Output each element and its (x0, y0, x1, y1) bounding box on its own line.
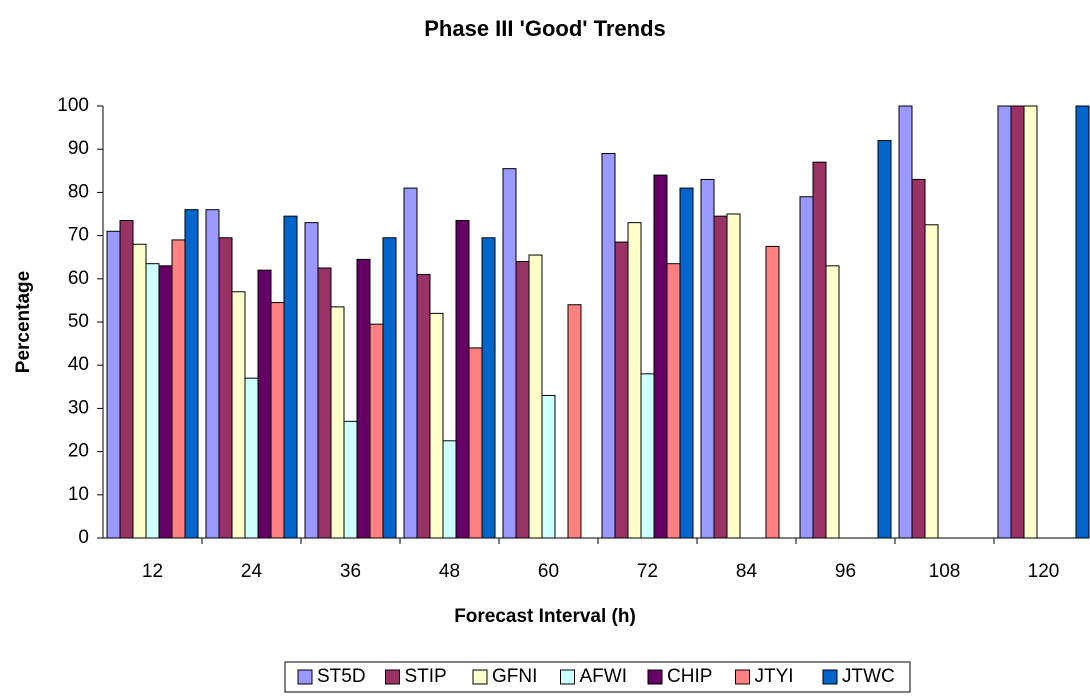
bar (825, 265, 840, 539)
bar (997, 105, 1012, 539)
legend-swatch (735, 669, 750, 685)
x-tick-label: 24 (241, 561, 263, 582)
legend-label: CHIP (667, 666, 712, 687)
legend-swatch (822, 669, 838, 685)
bar (257, 269, 272, 539)
bar (132, 243, 147, 539)
y-tick-label: 100 (57, 95, 89, 116)
y-tick-label: 0 (78, 527, 89, 548)
bar (403, 187, 418, 539)
bar (515, 261, 530, 539)
y-tick-label: 40 (68, 354, 89, 375)
bar (898, 105, 913, 539)
x-tick-label: 36 (340, 561, 361, 582)
bar (726, 213, 741, 539)
legend-swatch (385, 669, 400, 685)
bar (369, 323, 384, 539)
legend-label: JTYI (755, 666, 794, 687)
bar (356, 258, 371, 539)
bar (653, 174, 668, 539)
x-tick-label: 72 (637, 561, 658, 582)
y-tick-label: 50 (68, 311, 89, 332)
bar (481, 237, 496, 539)
bar (924, 224, 939, 539)
legend-label: JTWC (842, 666, 895, 687)
bar (812, 161, 827, 539)
x-tick-label: 12 (142, 561, 163, 582)
bar (283, 215, 298, 539)
bar (468, 347, 483, 539)
bar (541, 394, 556, 539)
y-tick-label: 70 (68, 225, 89, 246)
bar (502, 168, 517, 539)
bar (317, 267, 332, 539)
bar (205, 209, 220, 539)
bar (666, 263, 681, 539)
bar (184, 209, 199, 539)
bar (382, 237, 397, 539)
bar (416, 273, 431, 539)
legend-swatch (472, 669, 488, 685)
legend-swatch (297, 669, 313, 685)
bar (877, 140, 892, 539)
bar (679, 187, 694, 539)
bar (911, 178, 926, 539)
bar (614, 241, 629, 539)
bar (765, 245, 780, 539)
bar (455, 219, 470, 539)
bar (700, 178, 715, 539)
y-tick-label: 20 (68, 441, 89, 462)
legend-label: AFWI (580, 666, 628, 687)
y-tick-label: 80 (68, 181, 89, 202)
bar (799, 196, 814, 539)
bar (1023, 105, 1038, 539)
x-tick-label: 96 (835, 561, 856, 582)
bar (442, 440, 457, 539)
chart-title: Phase III 'Good' Trends (424, 16, 666, 41)
x-tick-label: 48 (439, 561, 460, 582)
y-tick-label: 30 (68, 397, 89, 418)
legend-label: STIP (405, 666, 447, 687)
y-axis-title: Percentage (13, 271, 34, 373)
y-tick-label: 90 (68, 138, 89, 159)
bar (567, 304, 582, 539)
y-tick-label: 10 (68, 484, 89, 505)
bar (601, 153, 616, 539)
x-axis-title: Forecast Interval (h) (454, 606, 636, 627)
bar (231, 291, 246, 539)
bar (244, 377, 259, 539)
x-tick-label: 120 (1028, 561, 1060, 582)
bar (330, 306, 345, 539)
x-tick-label: 108 (929, 561, 961, 582)
bar (627, 222, 642, 539)
bar (528, 254, 543, 539)
legend-label: GFNI (492, 666, 537, 687)
legend-label: ST5D (317, 666, 366, 687)
x-tick-label: 84 (736, 561, 758, 582)
bar (1010, 105, 1025, 539)
bar (343, 420, 358, 539)
legend-swatch (560, 669, 575, 685)
bar (145, 263, 160, 539)
bar (1075, 105, 1090, 539)
x-tick-label: 60 (538, 561, 559, 582)
legend-swatch (647, 669, 663, 685)
bar (171, 239, 186, 539)
bar (270, 302, 285, 539)
bar (119, 219, 134, 539)
bar (218, 237, 233, 539)
bar (429, 312, 444, 539)
y-tick-label: 60 (68, 268, 89, 289)
bar (713, 215, 728, 539)
bar (304, 222, 319, 539)
bar (158, 265, 173, 539)
bar (640, 373, 655, 539)
bar (106, 230, 121, 539)
